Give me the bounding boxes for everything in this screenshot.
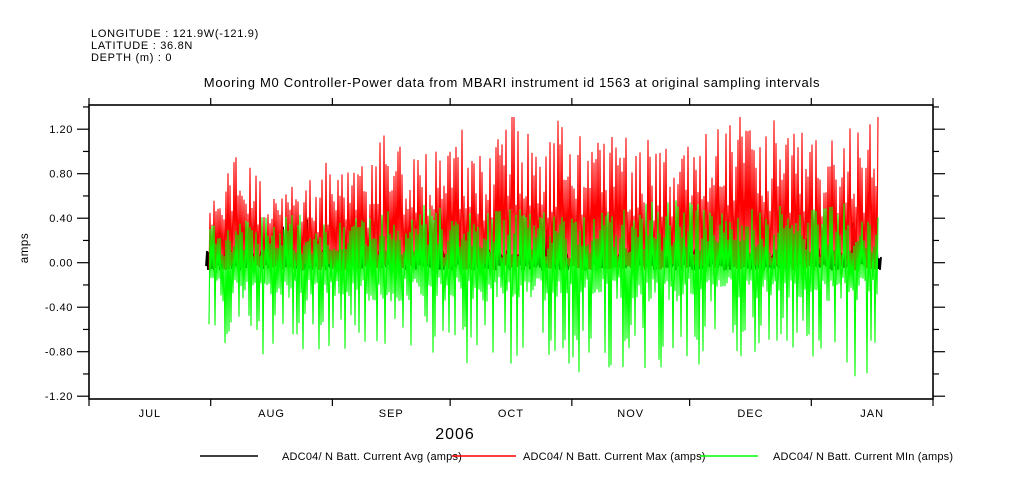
month-label: DEC: [737, 408, 763, 420]
legend-max-label: ADC04/ N Batt. Current Max (amps): [523, 451, 706, 463]
month-label: AUG: [258, 408, 285, 420]
y-tick-label: 0.40: [49, 213, 73, 225]
longitude-label: LONGITUDE : 121.9W(-121.9): [91, 28, 259, 40]
y-axis-ticks: 1.20 0.80 0.40 0.00 -0.40 -0.80 -1.20: [45, 106, 945, 403]
series-min-line: [208, 200, 879, 377]
month-label: JAN: [860, 408, 884, 420]
y-tick-label: -0.80: [45, 347, 73, 359]
plot-frame: [88, 104, 934, 400]
month-label: NOV: [617, 408, 644, 420]
chart-title: Mooring M0 Controller-Power data from MB…: [204, 75, 820, 90]
station-metadata: LONGITUDE : 121.9W(-121.9) LATITUDE : 36…: [91, 28, 259, 64]
y-tick-label: 0.80: [49, 169, 73, 181]
month-label: SEP: [379, 408, 404, 420]
y-tick-label: 1.20: [49, 124, 73, 136]
x-axis-month-labels: JUL AUG SEP OCT NOV DEC JAN: [139, 408, 884, 420]
year-label: 2006: [435, 426, 475, 443]
y-tick-label: 0.00: [49, 258, 73, 270]
month-label: OCT: [498, 408, 524, 420]
y-axis-title: amps: [19, 233, 31, 264]
legend-min-label: ADC04/ N Batt. Current MIn (amps): [773, 451, 953, 463]
x-axis-ticks: [88, 98, 934, 406]
legend-avg-label: ADC04/ N Batt. Current Avg (amps): [282, 451, 462, 463]
depth-label: DEPTH (m) : 0: [91, 52, 172, 64]
y-tick-label: -0.40: [45, 302, 73, 314]
y-tick-label: -1.20: [45, 391, 73, 403]
latitude-label: LATITUDE : 36.8N: [91, 40, 193, 52]
legend: ADC04/ N Batt. Current Avg (amps) ADC04/…: [200, 451, 953, 463]
month-label: JUL: [139, 408, 162, 420]
